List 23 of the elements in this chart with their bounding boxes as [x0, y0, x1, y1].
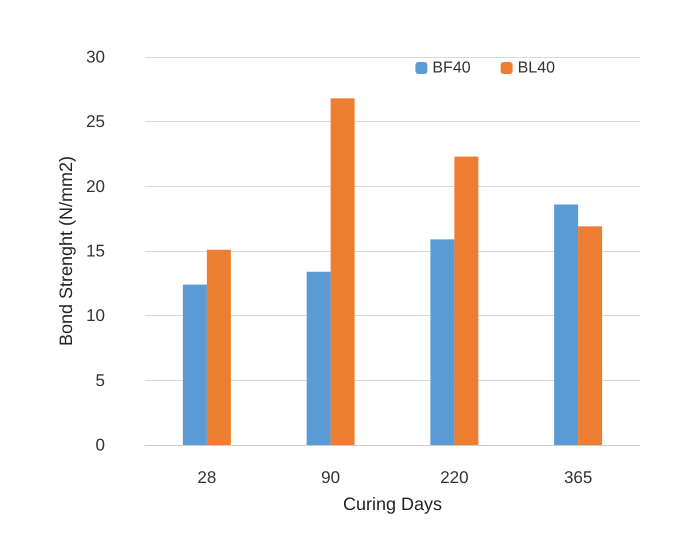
- y-tick-label: 5: [96, 370, 105, 390]
- y-tick-label: 15: [86, 242, 105, 260]
- bar: [578, 226, 602, 445]
- y-tick-label: 25: [86, 112, 105, 132]
- legend-label: BF40: [432, 60, 471, 76]
- x-tick-label: 365: [564, 468, 592, 487]
- y-tick-label: 30: [86, 48, 105, 66]
- bar: [554, 204, 578, 445]
- bar: [430, 239, 454, 445]
- bar: [454, 156, 478, 445]
- y-tick-label: 20: [86, 176, 105, 196]
- y-axis-title: Bond Strenght (N/mm2): [56, 156, 76, 346]
- bar: [330, 98, 355, 445]
- x-tick-label: 220: [440, 468, 469, 487]
- bar: [206, 250, 231, 445]
- y-tick-label: 0: [96, 436, 105, 454]
- x-tick-label: 28: [197, 468, 216, 487]
- bar: [306, 272, 331, 445]
- legend-label: BL40: [518, 60, 556, 76]
- y-tick-label: 10: [86, 306, 105, 326]
- x-axis-title: Curing Days: [342, 494, 442, 514]
- x-tick-label: 90: [321, 468, 340, 487]
- bar: [182, 284, 207, 445]
